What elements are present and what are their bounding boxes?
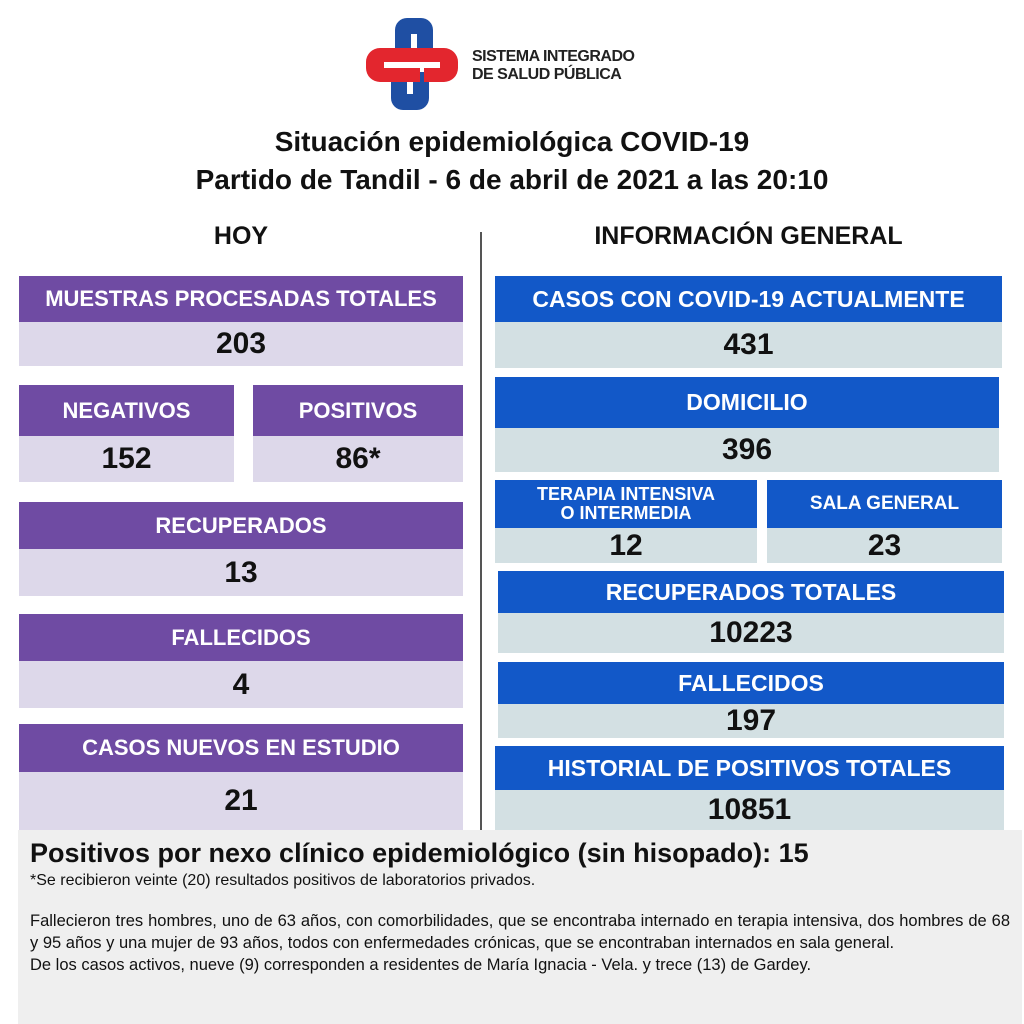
- terapia-value: 12: [495, 528, 757, 563]
- muestras-value: 203: [19, 322, 463, 366]
- nexo-text: Positivos por nexo clínico epidemiológic…: [30, 838, 809, 868]
- fallecidos-label: FALLECIDOS: [19, 614, 463, 661]
- muestras-label: MUESTRAS PROCESADAS TOTALES: [19, 276, 463, 322]
- casos-actuales-label: CASOS CON COVID-19 ACTUALMENTE: [495, 276, 1002, 322]
- negativos-value: 152: [19, 436, 234, 482]
- sala-value: 23: [767, 528, 1002, 563]
- terapia-label: TERAPIA INTENSIVA O INTERMEDIA: [495, 480, 757, 528]
- terapia-label-line-1: TERAPIA INTENSIVA: [536, 484, 715, 505]
- fallecidos-totales-value: 197: [498, 704, 1004, 738]
- casos-nuevos-value: 21: [19, 772, 463, 830]
- recuperados-totales-value: 10223: [498, 613, 1004, 653]
- recuperados-totales-label: RECUPERADOS TOTALES: [498, 571, 1004, 613]
- sala-label: SALA GENERAL: [767, 480, 1002, 528]
- activos-note: De los casos activos, nueve (9) correspo…: [30, 956, 812, 974]
- fallecidos-value: 4: [19, 661, 463, 708]
- historial-label: HISTORIAL DE POSITIVOS TOTALES: [495, 746, 1004, 790]
- footnote: *Se recibieron veinte (20) resultados po…: [30, 872, 536, 889]
- logo-text-2: DE SALUD PÚBLICA: [472, 66, 622, 83]
- historial-value: 10851: [495, 790, 1004, 830]
- notes-panel: Positivos por nexo clínico epidemiológic…: [18, 830, 1022, 1024]
- positivos-value: 86*: [253, 436, 463, 482]
- general-heading: INFORMACIÓN GENERAL: [594, 222, 903, 250]
- casos-nuevos-label: CASOS NUEVOS EN ESTUDIO: [19, 724, 463, 772]
- logo-text-1: SISTEMA INTEGRADO: [472, 48, 635, 65]
- terapia-label-line-2: O INTERMEDIA: [560, 503, 692, 523]
- logo: SISTEMA INTEGRADO DE SALUD PÚBLICA: [362, 14, 662, 114]
- divider: [480, 232, 482, 830]
- recuperados-label: RECUPERADOS: [19, 502, 463, 549]
- hoy-heading: HOY: [213, 222, 269, 250]
- fallecidos-totales-label: FALLECIDOS: [498, 662, 1004, 704]
- casos-actuales-value: 431: [495, 322, 1002, 368]
- recuperados-value: 13: [19, 549, 463, 596]
- domicilio-label: DOMICILIO: [495, 377, 999, 428]
- logo-icon: [366, 18, 458, 110]
- domicilio-value: 396: [495, 428, 999, 472]
- positivos-label: POSITIVOS: [253, 385, 463, 436]
- fallecidos-note: Fallecieron tres hombres, uno de 63 años…: [30, 912, 1010, 952]
- title-line-2: Partido de Tandil - 6 de abril de 2021 a…: [195, 164, 829, 195]
- title-line-1: Situación epidemiológica COVID-19: [274, 126, 750, 157]
- negativos-label: NEGATIVOS: [19, 385, 234, 436]
